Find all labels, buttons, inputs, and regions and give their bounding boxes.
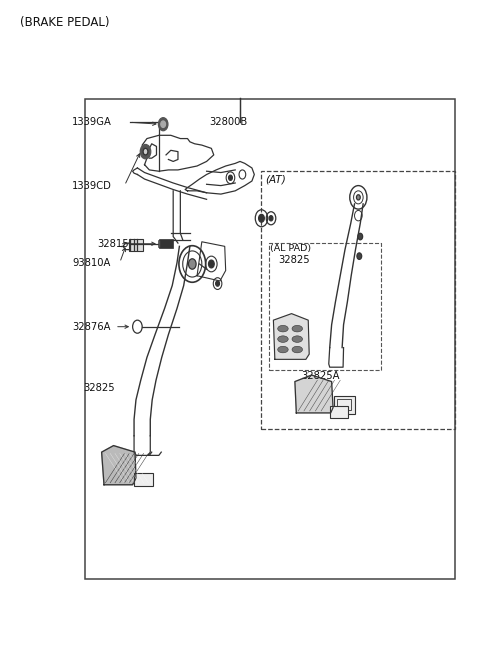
Circle shape (158, 117, 168, 131)
Circle shape (216, 281, 219, 286)
Bar (158, 241, 160, 247)
Circle shape (140, 144, 151, 159)
Bar (129, 239, 143, 251)
Text: (AL PAD): (AL PAD) (270, 244, 311, 253)
Circle shape (259, 215, 264, 222)
Circle shape (228, 175, 232, 180)
Bar (269, 243, 381, 371)
Text: 1339CD: 1339CD (72, 180, 112, 191)
Circle shape (358, 234, 363, 240)
Circle shape (161, 121, 166, 127)
Bar (330, 406, 348, 418)
Text: 93810A: 93810A (72, 258, 110, 268)
Polygon shape (295, 375, 333, 413)
Text: 32876A: 32876A (72, 321, 110, 332)
Text: 32800B: 32800B (209, 117, 247, 127)
Text: 1339GA: 1339GA (72, 117, 112, 127)
Polygon shape (102, 445, 136, 485)
Ellipse shape (278, 346, 288, 353)
Bar (85, 99, 455, 579)
Ellipse shape (292, 346, 302, 353)
Bar (337, 399, 351, 410)
Text: (BRAKE PEDAL): (BRAKE PEDAL) (21, 16, 110, 29)
Text: (AT): (AT) (265, 174, 286, 184)
Circle shape (357, 195, 360, 200)
Text: 32825: 32825 (84, 383, 115, 393)
Ellipse shape (292, 336, 302, 342)
Text: 32815: 32815 (97, 239, 129, 249)
Bar (335, 396, 355, 414)
Circle shape (208, 260, 214, 268)
Ellipse shape (278, 336, 288, 342)
Circle shape (143, 148, 148, 155)
Bar (159, 239, 173, 249)
Bar (262, 171, 455, 429)
Ellipse shape (278, 325, 288, 332)
Circle shape (357, 253, 362, 259)
Ellipse shape (292, 325, 302, 332)
Polygon shape (274, 314, 309, 359)
Bar (134, 473, 153, 486)
Text: 32825: 32825 (278, 255, 310, 265)
Circle shape (269, 216, 273, 221)
Circle shape (189, 258, 196, 269)
Text: 32825A: 32825A (301, 371, 339, 381)
